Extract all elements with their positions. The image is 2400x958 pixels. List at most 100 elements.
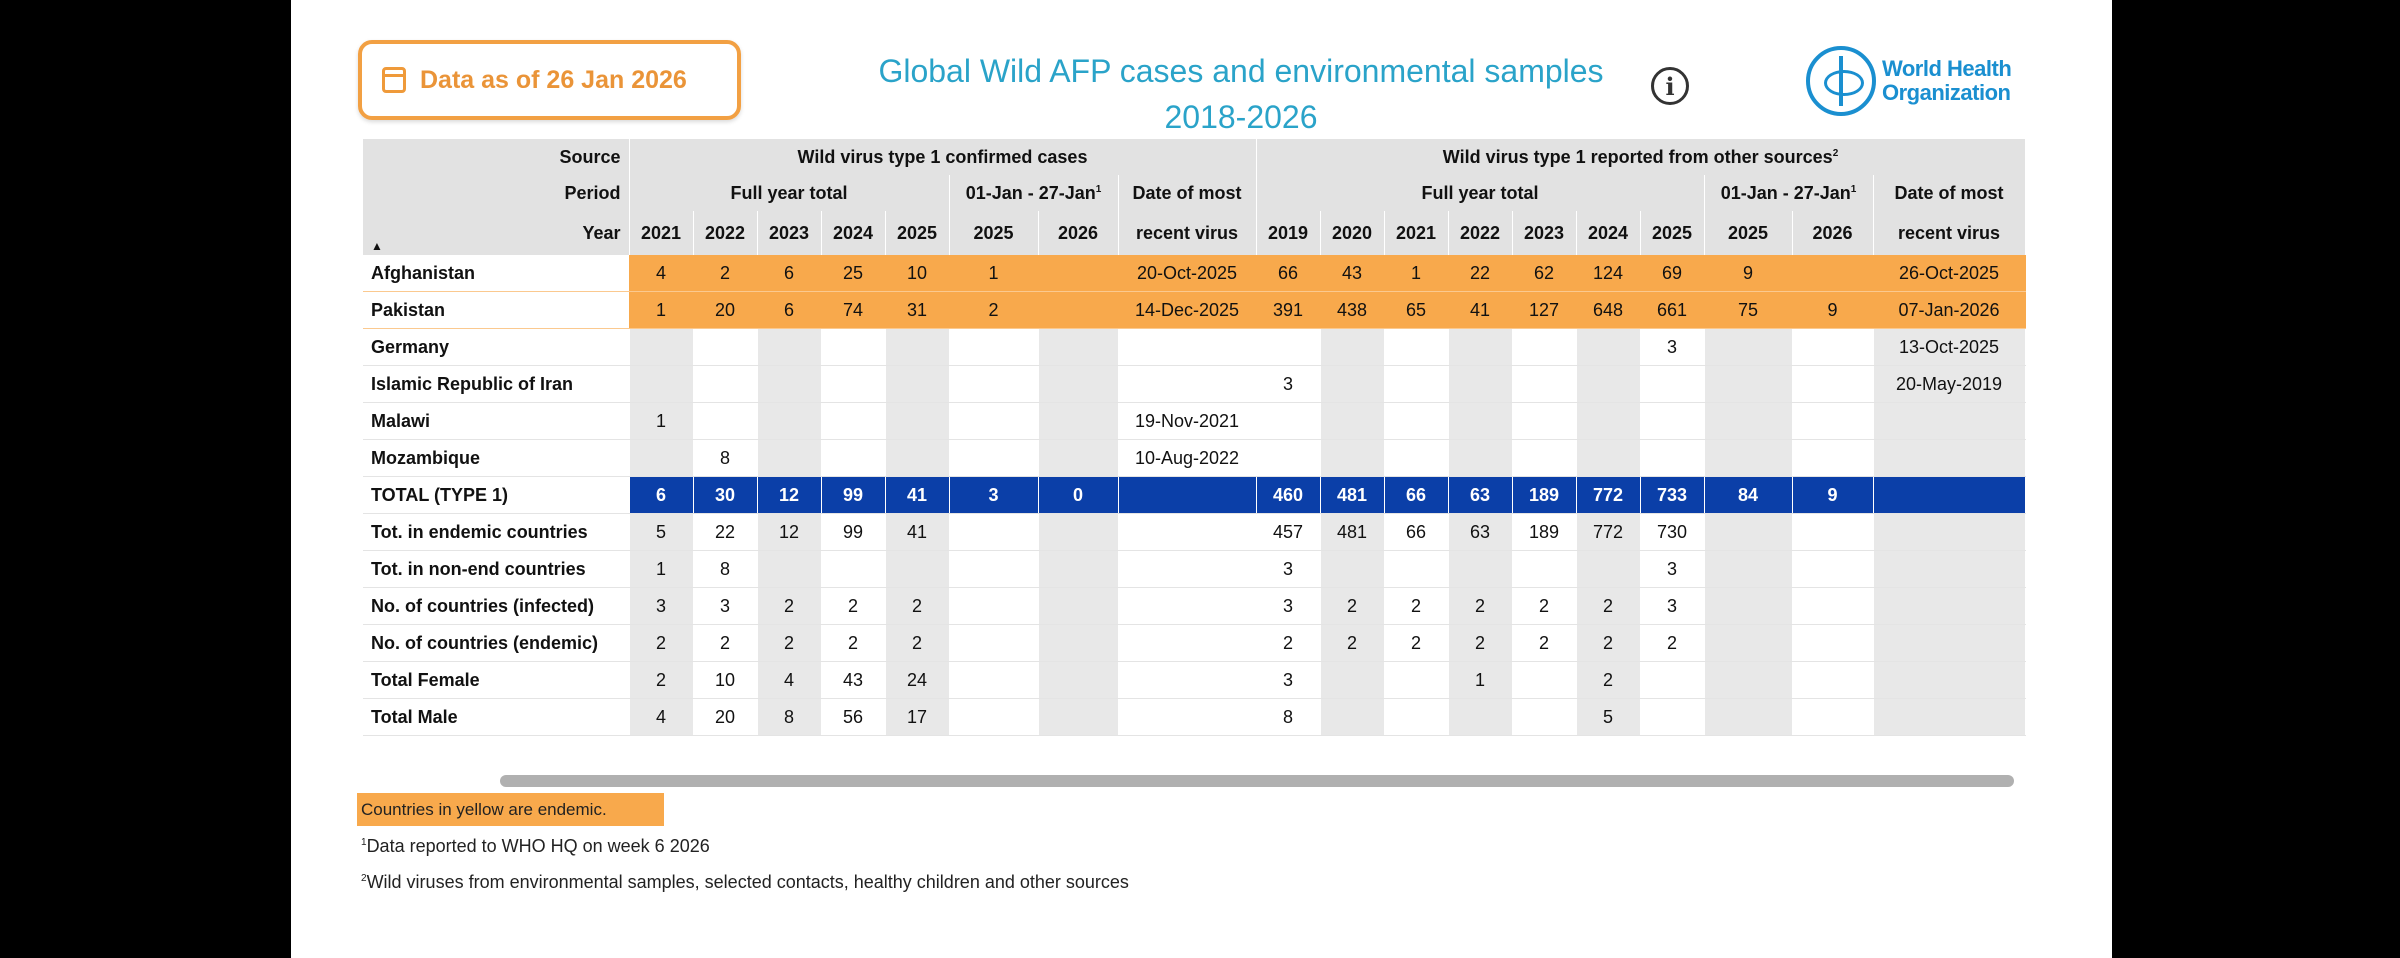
table-cell	[1038, 513, 1119, 551]
table-cell	[1512, 328, 1577, 366]
table-cell: 66	[1256, 255, 1321, 292]
table-cell: 20-Oct-2025	[1118, 255, 1257, 292]
year-header: 2025	[949, 211, 1039, 255]
period-label: Period	[363, 175, 630, 211]
table-cell	[1792, 255, 1874, 292]
table-cell	[1576, 439, 1641, 477]
table-cell: 2	[1320, 587, 1385, 625]
table-cell: 63	[1448, 513, 1513, 551]
year-header: 2026	[1038, 211, 1119, 255]
table-cell	[1792, 439, 1874, 477]
table-cell	[1512, 439, 1577, 477]
table-cell	[949, 402, 1039, 440]
table-cell: 391	[1256, 291, 1321, 329]
period-full-year-2: Full year total	[1256, 175, 1705, 211]
table-cell: 10	[693, 661, 758, 699]
table-cell: 5	[629, 513, 694, 551]
table-cell	[1384, 661, 1449, 699]
table-cell	[1320, 439, 1385, 477]
table-cell	[1873, 550, 2026, 588]
table-cell	[1038, 550, 1119, 588]
table-cell: 2	[1256, 624, 1321, 662]
horizontal-scrollbar[interactable]	[500, 775, 2014, 787]
table-cell	[949, 587, 1039, 625]
table-cell: 2	[1384, 587, 1449, 625]
sort-ascending-icon[interactable]: ▲	[371, 239, 383, 253]
table-cell	[1640, 698, 1705, 736]
table-cell: 63	[1448, 476, 1513, 514]
table-row: TOTAL (TYPE 1) 6 30 12 99 41 3 0 460 481 66 63 189 77…	[363, 476, 2026, 514]
table-cell: 2	[1320, 624, 1385, 662]
table-cell	[757, 439, 822, 477]
table-cell	[1792, 661, 1874, 699]
table-cell	[1576, 365, 1641, 403]
table-cell: 10	[885, 255, 950, 292]
table-cell: 9	[1704, 255, 1793, 292]
year-header: 2021	[1384, 211, 1449, 255]
table-cell	[1256, 402, 1321, 440]
table-row: Pakistan 1 20 6 74 31 2 14-Dec-2025 391 438 65 41 12…	[363, 291, 2026, 329]
table-cell: 74	[821, 291, 886, 329]
table-cell	[757, 550, 822, 588]
table-cell	[949, 365, 1039, 403]
table-cell	[1038, 328, 1119, 366]
table-cell: 8	[757, 698, 822, 736]
group-confirmed-cases: Wild virus type 1 confirmed cases	[629, 139, 1257, 175]
wild-afp-table: Source Wild virus type 1 confirmed cases…	[363, 139, 2026, 736]
table-cell: 3	[1640, 550, 1705, 588]
logo-line-1: World Health	[1882, 56, 2012, 81]
table-cell: 0	[1038, 476, 1119, 514]
period-ytd-2: 01-Jan - 27-Jan1	[1704, 175, 1874, 211]
row-label: Total Male	[363, 698, 630, 736]
table-cell: 8	[693, 550, 758, 588]
table-cell: 20	[693, 291, 758, 329]
table-cell: 1	[629, 550, 694, 588]
table-cell: 2	[1448, 624, 1513, 662]
table-cell: 20	[693, 698, 758, 736]
table-cell: 66	[1384, 476, 1449, 514]
table-cell	[821, 439, 886, 477]
table-cell: 2	[757, 624, 822, 662]
table-cell: 31	[885, 291, 950, 329]
info-icon[interactable]: i	[1651, 67, 1689, 105]
table-cell	[1320, 328, 1385, 366]
table-cell	[949, 624, 1039, 662]
table-cell: 69	[1640, 255, 1705, 292]
table-cell	[1038, 439, 1119, 477]
table-cell	[1873, 624, 2026, 662]
table-cell	[1873, 661, 2026, 699]
table-cell	[1118, 328, 1257, 366]
table-cell: 661	[1640, 291, 1705, 329]
row-label: Afghanistan	[363, 255, 630, 292]
table-cell: 9	[1792, 476, 1874, 514]
table-cell: 17	[885, 698, 950, 736]
table-row: Afghanistan 4 2 6 25 10 1 20-Oct-2025 66 43 1 22 62 1…	[363, 255, 2026, 292]
table-cell	[949, 513, 1039, 551]
table-cell	[1038, 402, 1119, 440]
table-cell: 26-Oct-2025	[1873, 255, 2026, 292]
table-cell	[1448, 698, 1513, 736]
table-cell: 2	[1640, 624, 1705, 662]
table-cell: 2	[1384, 624, 1449, 662]
year-label[interactable]: Year ▲	[363, 211, 630, 255]
table-cell	[1792, 624, 1874, 662]
row-label: No. of countries (infected)	[363, 587, 630, 625]
table-cell	[1256, 328, 1321, 366]
year-header: 2019	[1256, 211, 1321, 255]
table-cell: 2	[629, 624, 694, 662]
table-cell	[1384, 328, 1449, 366]
table-cell	[1704, 550, 1793, 588]
table-cell	[1256, 439, 1321, 477]
table-cell: 3	[1256, 661, 1321, 699]
table-cell	[629, 365, 694, 403]
table-cell: 2	[1512, 587, 1577, 625]
table-cell	[1038, 624, 1119, 662]
table-cell: 4	[629, 255, 694, 292]
year-header: 2026	[1792, 211, 1874, 255]
year-header: 2023	[757, 211, 822, 255]
table-cell	[1118, 476, 1257, 514]
table-cell	[1038, 365, 1119, 403]
table-cell	[1792, 513, 1874, 551]
footnote-2: 2Wild viruses from environmental samples…	[361, 872, 1129, 892]
table-cell	[1512, 365, 1577, 403]
